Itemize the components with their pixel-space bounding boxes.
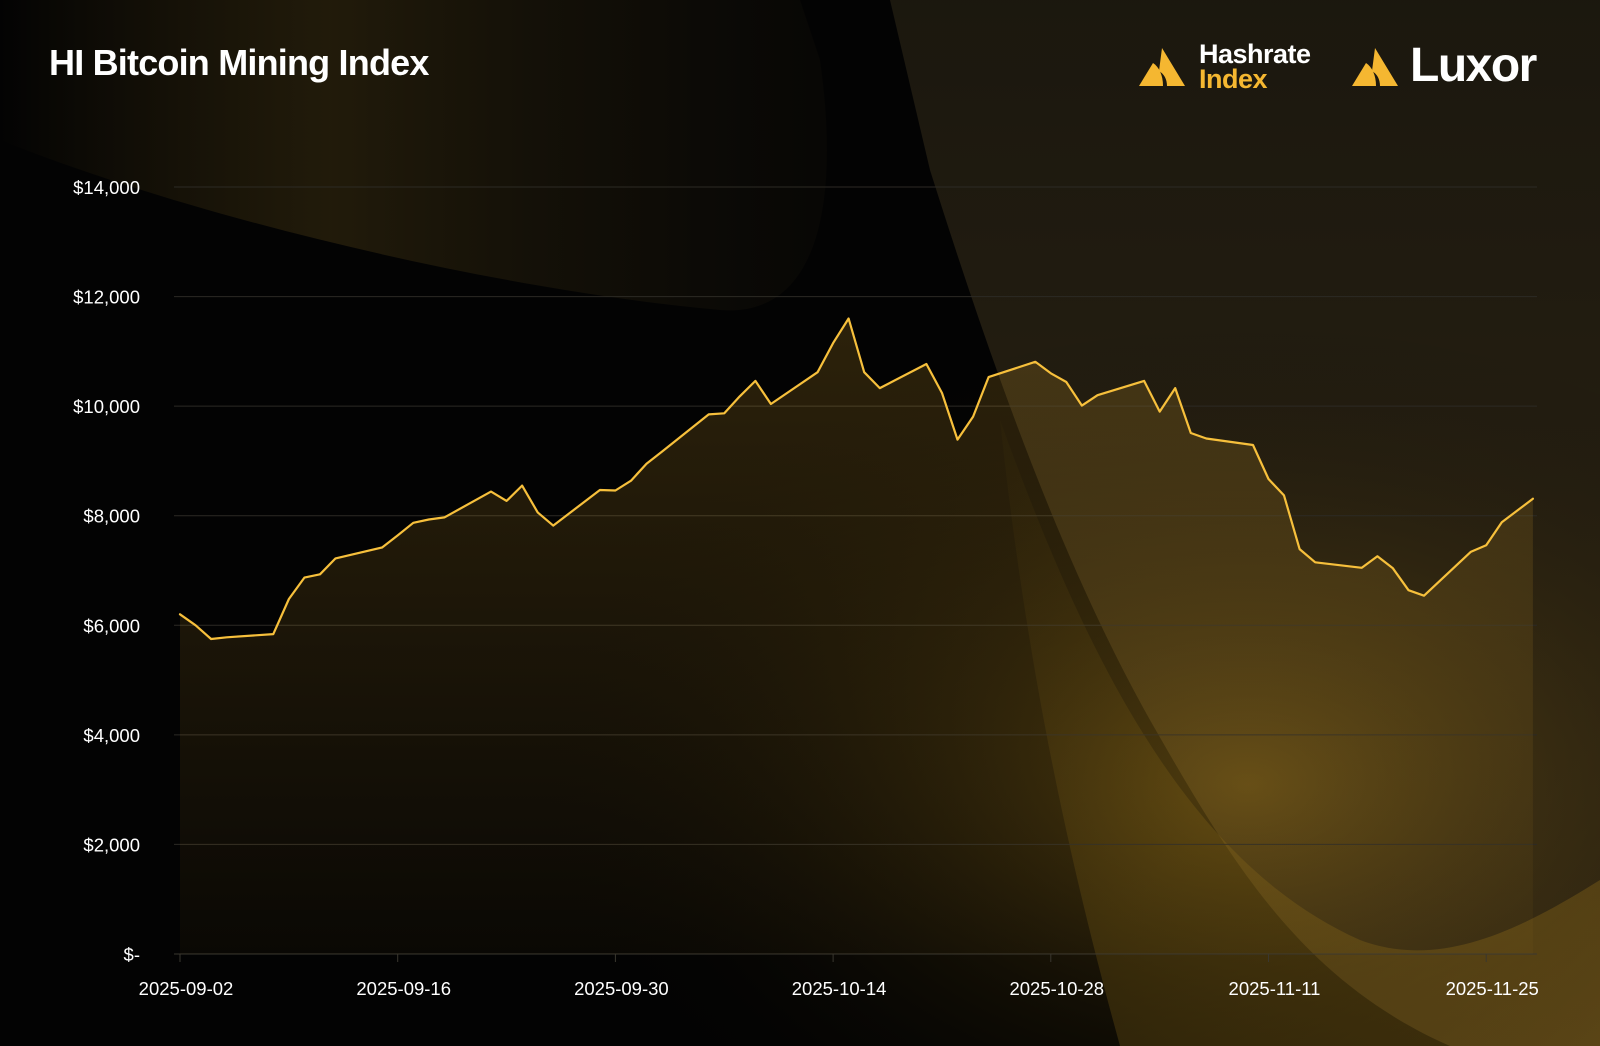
y-tick-label: $- <box>124 944 140 965</box>
y-tick-label: $2,000 <box>83 834 140 855</box>
hashrate-index-wordmark-line2: Index <box>1199 64 1268 94</box>
series-line-layer <box>178 317 1534 641</box>
x-tick-label: 2025-09-30 <box>574 978 669 999</box>
hashrate-index-wordmark-line1: Hashrate <box>1199 39 1311 69</box>
area-fill-layer <box>180 318 1533 954</box>
hashrate-index-logo-icon <box>1139 48 1185 86</box>
y-tick-label: $6,000 <box>83 615 140 636</box>
y-tick-label: $12,000 <box>73 287 140 308</box>
x-tick-label: 2025-11-25 <box>1446 978 1539 999</box>
y-tick-label: $8,000 <box>83 506 140 527</box>
luxor-wordmark: Luxor <box>1410 39 1537 92</box>
x-tick-label: 2025-10-14 <box>792 978 887 999</box>
x-tick-label: 2025-10-28 <box>1009 978 1104 999</box>
series-line <box>178 317 1534 641</box>
y-tick-label: $10,000 <box>73 396 140 417</box>
area-fill <box>180 318 1533 954</box>
luxor-brand: Luxor <box>1350 40 1560 92</box>
y-axis-ticks: $- $2,000 $4,000 $6,000 $8,000 $10,000 $12,000… <box>73 177 140 965</box>
luxor-logo-icon <box>1352 48 1398 86</box>
x-tick-label: 2025-09-16 <box>356 978 451 999</box>
y-tick-label: $4,000 <box>83 725 140 746</box>
y-tick-label: $14,000 <box>73 177 140 198</box>
hashrate-index-brand: Hashrate Index <box>1137 39 1337 94</box>
x-axis-ticks: 2025-09-02 2025-09-16 2025-09-30 2025-10-14… <box>139 978 1539 999</box>
page-title: HI Bitcoin Mining Index <box>49 42 429 83</box>
x-tick-label: 2025-11-11 <box>1229 978 1321 999</box>
x-tick-label: 2025-09-02 <box>139 978 234 999</box>
